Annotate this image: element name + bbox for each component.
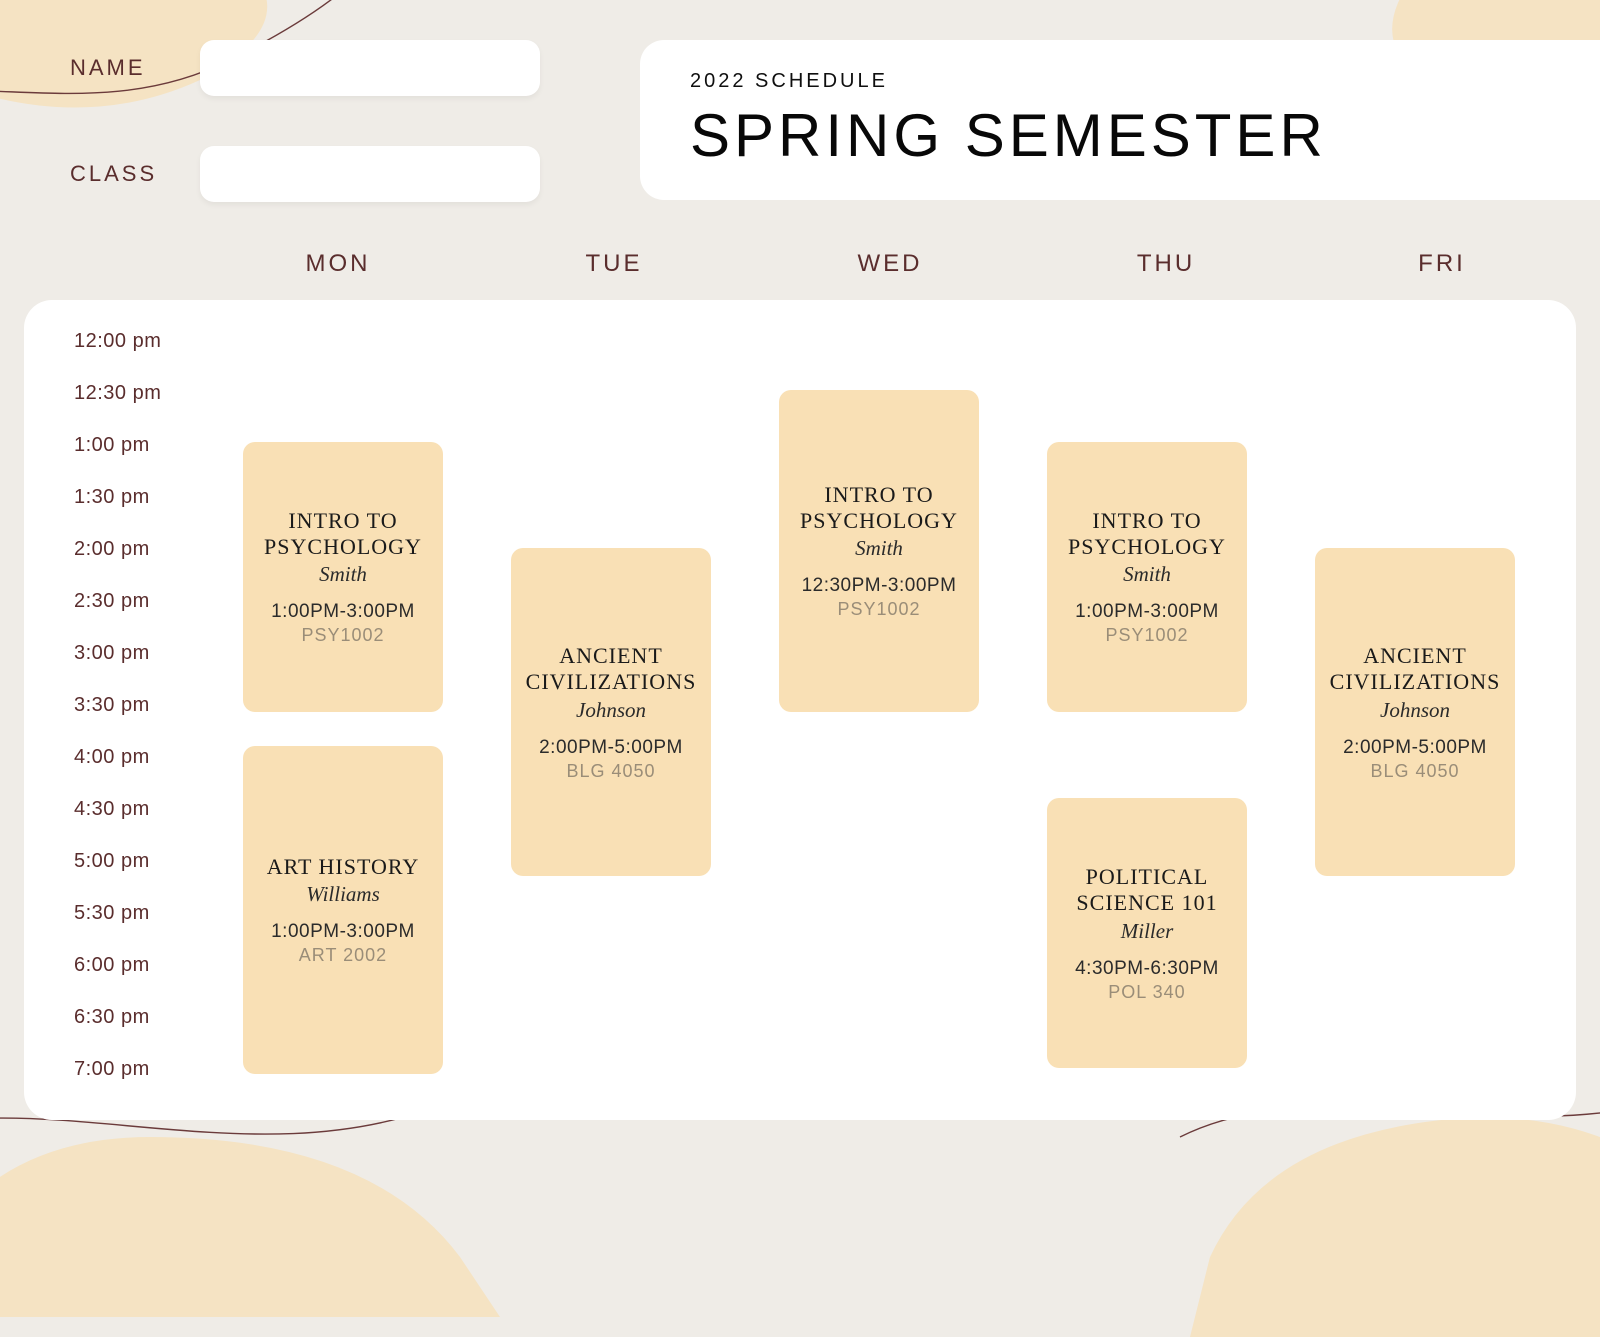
time-label: 1:30 pm	[74, 486, 161, 538]
day-header: FRI	[1304, 250, 1580, 278]
class-title: INTRO TOPSYCHOLOGY	[1068, 508, 1226, 561]
class-time: 1:00PM-3:00PM	[271, 601, 415, 623]
time-column: 12:00 pm12:30 pm1:00 pm1:30 pm2:00 pm2:3…	[74, 330, 161, 1110]
class-input[interactable]	[200, 146, 540, 202]
class-time: 1:00PM-3:00PM	[1075, 601, 1219, 623]
class-time: 2:00PM-5:00PM	[1343, 737, 1487, 759]
time-label: 1:00 pm	[74, 434, 161, 486]
class-card: INTRO TOPSYCHOLOGYSmith 1:00PM-3:00PMPSY1…	[243, 442, 443, 712]
time-label: 7:00 pm	[74, 1058, 161, 1110]
class-card: POLITICALSCIENCE 101Miller 4:30PM-6:30PMP…	[1047, 798, 1247, 1068]
class-code: POL 340	[1108, 982, 1185, 1003]
time-label: 3:30 pm	[74, 694, 161, 746]
time-label: 6:00 pm	[74, 954, 161, 1006]
time-label: 3:00 pm	[74, 642, 161, 694]
class-card: ART HISTORYWilliams 1:00PM-3:00PMART 2002	[243, 746, 443, 1074]
class-title: POLITICALSCIENCE 101	[1076, 864, 1217, 917]
class-label: CLASS	[70, 161, 200, 187]
class-instructor: Williams	[306, 882, 380, 907]
class-card: INTRO TOPSYCHOLOGYSmith 1:00PM-3:00PMPSY1…	[1047, 442, 1247, 712]
identity-form: NAME CLASS	[70, 40, 550, 252]
time-label: 12:00 pm	[74, 330, 161, 382]
schedule-panel: 12:00 pm12:30 pm1:00 pm1:30 pm2:00 pm2:3…	[24, 300, 1576, 1120]
class-time: 1:00PM-3:00PM	[271, 921, 415, 943]
class-card: INTRO TOPSYCHOLOGYSmith 12:30PM-3:00PMPSY…	[779, 390, 979, 712]
class-title: INTRO TOPSYCHOLOGY	[800, 482, 958, 535]
class-code: BLG 4050	[1370, 761, 1459, 782]
schedule-grid: INTRO TOPSYCHOLOGYSmith1:00PM-3:00PMPSY1…	[209, 330, 1546, 1090]
time-label: 6:30 pm	[74, 1006, 161, 1058]
time-label: 2:00 pm	[74, 538, 161, 590]
time-label: 4:30 pm	[74, 798, 161, 850]
class-code: PSY1002	[301, 625, 384, 646]
day-header: MON	[200, 250, 476, 278]
class-instructor: Johnson	[576, 698, 646, 723]
class-card: ANCIENTCIVILIZATIONSJohnson 2:00PM-5:00PM…	[511, 548, 711, 876]
day-header: THU	[1028, 250, 1304, 278]
time-label: 2:30 pm	[74, 590, 161, 642]
class-instructor: Smith	[1123, 562, 1171, 587]
class-time: 12:30PM-3:00PM	[802, 575, 957, 597]
class-title: ART HISTORY	[267, 854, 420, 880]
class-time: 2:00PM-5:00PM	[539, 737, 683, 759]
day-header: WED	[752, 250, 1028, 278]
class-code: PSY1002	[837, 599, 920, 620]
class-time: 4:30PM-6:30PM	[1075, 958, 1219, 980]
class-instructor: Smith	[855, 536, 903, 561]
class-title: ANCIENTCIVILIZATIONS	[1330, 643, 1501, 696]
class-title: INTRO TOPSYCHOLOGY	[264, 508, 422, 561]
time-label: 4:00 pm	[74, 746, 161, 798]
schedule-title: SPRING SEMESTER	[690, 101, 1580, 170]
class-instructor: Smith	[319, 562, 367, 587]
class-code: BLG 4050	[566, 761, 655, 782]
title-panel: 2022 SCHEDULE SPRING SEMESTER	[640, 40, 1600, 200]
class-code: PSY1002	[1105, 625, 1188, 646]
schedule-year: 2022 SCHEDULE	[690, 70, 1580, 93]
name-label: NAME	[70, 55, 200, 81]
class-code: ART 2002	[299, 945, 387, 966]
time-label: 5:00 pm	[74, 850, 161, 902]
day-headers: MONTUEWEDTHUFRI	[200, 250, 1580, 278]
day-header: TUE	[476, 250, 752, 278]
time-label: 12:30 pm	[74, 382, 161, 434]
class-instructor: Miller	[1121, 919, 1174, 944]
class-title: ANCIENTCIVILIZATIONS	[526, 643, 697, 696]
class-card: ANCIENTCIVILIZATIONSJohnson 2:00PM-5:00PM…	[1315, 548, 1515, 876]
time-label: 5:30 pm	[74, 902, 161, 954]
class-instructor: Johnson	[1380, 698, 1450, 723]
name-input[interactable]	[200, 40, 540, 96]
